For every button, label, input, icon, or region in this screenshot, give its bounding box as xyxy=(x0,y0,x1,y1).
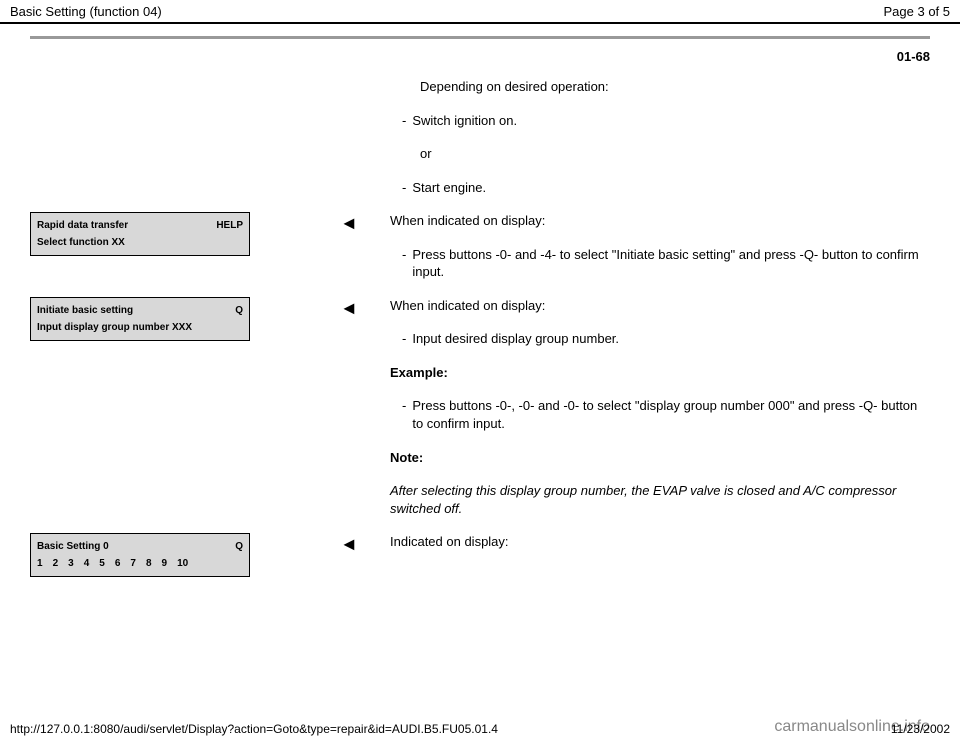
bullet-text: Input desired display group number. xyxy=(412,330,619,348)
display-line: Initiate basic setting xyxy=(37,302,133,319)
display-numbers: 1 2 3 4 5 6 7 8 9 10 xyxy=(37,555,243,572)
arrow-icon: ◄ xyxy=(340,212,380,297)
display-box-3: Basic Setting 0 Q 1 2 3 4 5 6 7 8 9 10 xyxy=(30,533,250,577)
note-label: Note: xyxy=(390,449,930,467)
main-grid: Depending on desired operation: - Switch… xyxy=(30,78,930,577)
bullet-ignition: - Switch ignition on. xyxy=(390,112,930,130)
num: 1 xyxy=(37,555,43,572)
footer-url: http://127.0.0.1:8080/audi/servlet/Displ… xyxy=(10,722,498,736)
num: 6 xyxy=(115,555,121,572)
display-line: Input display group number XXX xyxy=(37,319,192,336)
display-line: Basic Setting 0 xyxy=(37,538,109,555)
bullet-text: Start engine. xyxy=(412,179,486,197)
note-text: After selecting this display group numbe… xyxy=(390,482,930,517)
separator-line xyxy=(30,36,930,39)
display-line: Q xyxy=(235,302,243,319)
example-label: Example: xyxy=(390,364,930,382)
header-page: Page 3 of 5 xyxy=(884,4,951,19)
block1-bullet: - Press buttons -0- and -4- to select "I… xyxy=(390,246,930,281)
display-box-1-wrap: Rapid data transfer HELP Select function… xyxy=(30,212,330,297)
block2-bullet2: - Press buttons -0-, -0- and -0- to sele… xyxy=(390,397,930,432)
num: 4 xyxy=(84,555,90,572)
footer-date: 11/23/2002 xyxy=(891,722,950,736)
block2-text: When indicated on display: - Input desir… xyxy=(390,297,930,533)
dash-icon: - xyxy=(402,397,406,432)
block3-text: Indicated on display: xyxy=(390,533,930,577)
display-box-1: Rapid data transfer HELP Select function… xyxy=(30,212,250,256)
block3-heading: Indicated on display: xyxy=(390,533,930,551)
block1-text: When indicated on display: - Press butto… xyxy=(390,212,930,297)
section-number: 01-68 xyxy=(30,49,930,64)
bullet-startengine: - Start engine. xyxy=(390,179,930,197)
num: 8 xyxy=(146,555,152,572)
bullet-text: Switch ignition on. xyxy=(412,112,517,130)
dash-icon: - xyxy=(402,112,406,130)
dash-icon: - xyxy=(402,330,406,348)
num: 7 xyxy=(130,555,136,572)
display-box-2-wrap: Initiate basic setting Q Input display g… xyxy=(30,297,330,533)
display-box-3-wrap: Basic Setting 0 Q 1 2 3 4 5 6 7 8 9 10 xyxy=(30,533,330,577)
num: 10 xyxy=(177,555,188,572)
or-text: or xyxy=(390,145,930,163)
page-footer: http://127.0.0.1:8080/audi/servlet/Displ… xyxy=(0,718,960,742)
display-line: Q xyxy=(235,538,243,555)
num: 9 xyxy=(162,555,168,572)
dash-icon: - xyxy=(402,179,406,197)
block2-heading: When indicated on display: xyxy=(390,297,930,315)
page-header: Basic Setting (function 04) Page 3 of 5 xyxy=(0,0,960,24)
content: 01-68 Depending on desired operation: - … xyxy=(0,24,960,577)
bullet-text: Press buttons -0- and -4- to select "Ini… xyxy=(412,246,930,281)
arrow-icon: ◄ xyxy=(340,297,380,533)
dash-icon: - xyxy=(402,246,406,281)
display-line: Rapid data transfer xyxy=(37,217,128,234)
display-line: HELP xyxy=(216,217,243,234)
block2-bullet1: - Input desired display group number. xyxy=(390,330,930,348)
display-line: Select function XX xyxy=(37,234,125,251)
bullet-text: Press buttons -0-, -0- and -0- to select… xyxy=(412,397,930,432)
intro-text: Depending on desired operation: - Switch… xyxy=(390,78,930,212)
num: 3 xyxy=(68,555,74,572)
num: 2 xyxy=(53,555,59,572)
intro-line: Depending on desired operation: xyxy=(390,78,930,96)
display-box-2: Initiate basic setting Q Input display g… xyxy=(30,297,250,341)
arrow-icon: ◄ xyxy=(340,533,380,577)
header-title: Basic Setting (function 04) xyxy=(10,4,162,19)
block1-heading: When indicated on display: xyxy=(390,212,930,230)
num: 5 xyxy=(99,555,105,572)
